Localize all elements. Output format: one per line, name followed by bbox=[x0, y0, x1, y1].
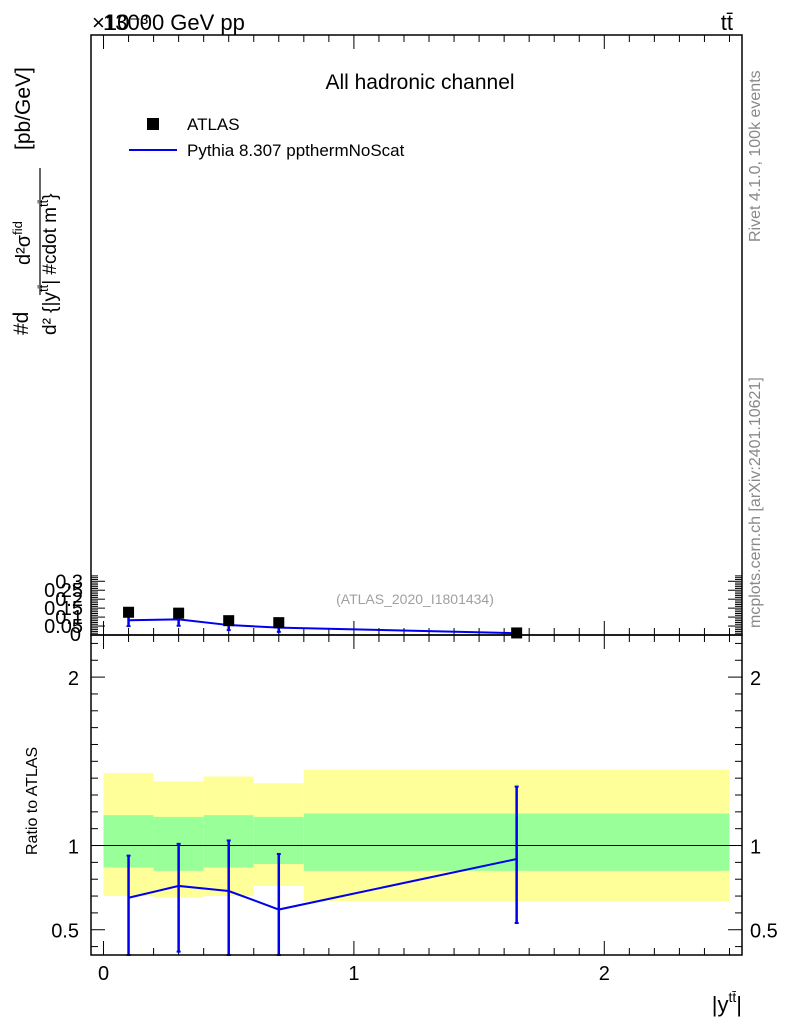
main-atlas-point bbox=[173, 607, 185, 619]
mcplots-reference-label: mcplots.cern.ch [arXiv:2401.10621] bbox=[747, 377, 764, 628]
legend: ATLAS Pythia 8.307 ppthermNoScat bbox=[129, 115, 405, 160]
main-plot-title: All hadronic channel bbox=[325, 71, 514, 94]
main-panel: 0.050.10.150.20.250.3 0 All hadronic chan… bbox=[10, 34, 743, 646]
main-y-axis-denominator: d² {|ytt̄| #cdot mtt̄} bbox=[36, 193, 61, 335]
legend-atlas-label: ATLAS bbox=[187, 115, 240, 134]
ratio-data-layer bbox=[126, 785, 519, 956]
main-atlas-point bbox=[273, 617, 285, 629]
ratio-y-tick-label-left: 1 bbox=[68, 837, 79, 859]
legend-pythia-label: Pythia 8.307 ppthermNoScat bbox=[187, 141, 405, 160]
main-atlas-point bbox=[223, 615, 235, 627]
process-label: tt̄ bbox=[721, 10, 733, 35]
main-y-tick-label-zero: 0 bbox=[70, 624, 81, 646]
legend-atlas-marker bbox=[147, 118, 159, 130]
main-y-axis-d2sigma: d²σfid bbox=[10, 221, 35, 265]
ratio-axis-ticks: 0.5 0.5 1 1 2 2 0 1 2 bbox=[51, 635, 778, 985]
rivet-version-label: Rivet 4.1.0, 100k events bbox=[747, 70, 764, 242]
main-atlas-point bbox=[123, 606, 135, 618]
ratio-y-tick-label-right: 0.5 bbox=[750, 921, 778, 943]
main-y-axis-title: #d d²σfid d² {|ytt̄| #cdot mtt̄} [pb/GeV… bbox=[10, 67, 61, 335]
ratio-y-tick-label-right: 2 bbox=[750, 668, 761, 690]
main-y-tick-label: 0.1 bbox=[55, 607, 83, 629]
ratio-x-tick-label: 2 bbox=[599, 963, 610, 985]
main-y-axis-units: [pb/GeV] bbox=[12, 67, 35, 150]
analysis-watermark: (ATLAS_2020_I1801434) bbox=[336, 591, 494, 607]
main-y-tick-label: 0.15 bbox=[44, 598, 83, 620]
energy-label: 13000 GeV pp bbox=[103, 10, 245, 35]
ratio-panel: 0.5 0.5 1 1 2 2 0 1 2 Ratio to ATLAS |ytt̄| bbox=[24, 634, 778, 1017]
main-atlas-point bbox=[511, 627, 523, 639]
ratio-x-tick-label: 0 bbox=[98, 963, 109, 985]
y-axis-exponent-label: ×10⁻³ bbox=[92, 10, 148, 35]
ratio-uncertainty-bands bbox=[91, 769, 742, 902]
main-y-tick-label: 0.2 bbox=[55, 589, 83, 611]
main-y-axis-numerator: #d bbox=[10, 312, 33, 335]
main-y-tick-label: 0.25 bbox=[44, 580, 83, 602]
main-pythia-line bbox=[128, 618, 517, 635]
main-data-layer bbox=[123, 606, 523, 639]
main-y-tick-label: 0.05 bbox=[44, 616, 83, 638]
x-axis-title: |ytt̄| bbox=[712, 989, 742, 1017]
main-axis-ticks: 0.050.10.150.20.250.3 0 bbox=[44, 35, 742, 646]
ratio-y-tick-label-left: 2 bbox=[68, 668, 79, 690]
ratio-y-axis-title: Ratio to ATLAS bbox=[24, 747, 41, 855]
main-y-tick-label: 0.3 bbox=[55, 571, 83, 593]
ratio-plot-frame bbox=[90, 634, 743, 956]
ratio-x-tick-label: 1 bbox=[348, 963, 359, 985]
ratio-y-tick-label-right: 1 bbox=[750, 837, 761, 859]
ratio-pythia-line bbox=[128, 858, 517, 911]
ratio-y-tick-label-left: 0.5 bbox=[51, 921, 79, 943]
